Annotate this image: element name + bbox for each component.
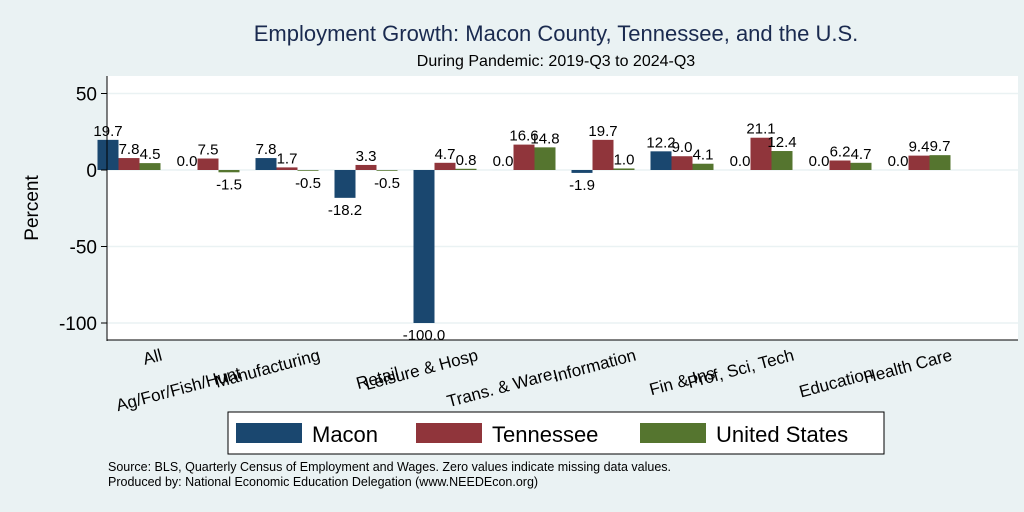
value-label: 3.3	[356, 148, 377, 165]
x-tick-label: Prof, Sci, Tech	[686, 346, 796, 393]
bar-united-states	[613, 168, 635, 170]
y-tick-label: -100	[59, 314, 97, 335]
value-label: 16.6	[509, 128, 538, 145]
value-label: 9.4	[909, 139, 930, 156]
legend-box	[227, 411, 885, 455]
value-label: -1.9	[569, 177, 595, 194]
legend-swatch-united-states	[640, 423, 706, 443]
value-label: 0.0	[493, 153, 514, 170]
value-label: 9.7	[930, 138, 951, 155]
x-tick-label: Manufacturing	[213, 346, 322, 392]
value-label: 4.7	[435, 146, 456, 163]
legend-label: Macon	[312, 422, 378, 447]
value-label: 0.0	[730, 153, 751, 170]
plot-area	[107, 76, 1018, 340]
value-label: 14.8	[530, 130, 559, 147]
legend-swatch-macon	[236, 423, 302, 443]
value-label: 7.5	[198, 142, 219, 159]
value-label: 1.7	[277, 150, 298, 167]
bar-macon	[413, 170, 435, 323]
value-label: -0.5	[374, 175, 400, 192]
value-label: 0.0	[888, 153, 909, 170]
value-label: 0.8	[456, 152, 477, 169]
bar-united-states	[929, 155, 951, 170]
value-label: -18.2	[328, 202, 362, 219]
value-label: 12.4	[767, 134, 796, 151]
chart-title: Employment Growth: Macon County, Tenness…	[254, 21, 859, 46]
y-ticks: 50 0 -50 -100	[59, 85, 107, 335]
bar-macon	[255, 158, 277, 170]
bar-united-states	[218, 170, 240, 173]
value-label: -0.5	[295, 175, 321, 192]
bar-united-states	[455, 168, 477, 170]
producer-note: Produced by: National Economic Education…	[108, 475, 538, 489]
bar-macon	[97, 139, 119, 170]
value-label: 6.2	[830, 144, 851, 161]
bar-tennessee	[355, 164, 377, 170]
bar-united-states	[297, 170, 319, 171]
x-tick-label: All	[141, 346, 164, 369]
bar-united-states	[771, 151, 793, 170]
value-label: 4.1	[693, 147, 714, 164]
bar-united-states	[534, 147, 556, 170]
value-label: 4.5	[140, 146, 161, 163]
bars	[97, 137, 951, 323]
value-label: -1.5	[216, 176, 242, 193]
value-label: 7.8	[256, 141, 277, 158]
bar-macon	[571, 170, 593, 173]
bar-tennessee	[908, 155, 930, 170]
value-label: 0.0	[177, 153, 198, 170]
y-tick-label: 50	[76, 85, 97, 106]
source-note: Source: BLS, Quarterly Census of Employm…	[108, 460, 671, 474]
value-label: 1.0	[614, 151, 635, 168]
x-tick-label: Trans. & Ware.	[445, 364, 559, 412]
value-label: 4.7	[851, 146, 872, 163]
legend: Macon Tennessee United States	[227, 411, 885, 455]
x-tick-label: Health Care	[861, 346, 954, 388]
x-tick-label: Information	[551, 346, 638, 386]
value-label: 19.7	[93, 123, 122, 140]
legend-label: United States	[716, 422, 848, 447]
bar-macon	[334, 170, 356, 198]
bar-united-states	[692, 163, 714, 170]
y-tick-label: -50	[70, 238, 97, 259]
bar-united-states	[850, 162, 872, 170]
bar-united-states	[376, 170, 398, 171]
bar-tennessee	[671, 156, 693, 170]
value-label: -100.0	[403, 327, 446, 344]
value-label: 7.8	[119, 141, 140, 158]
bar-tennessee	[276, 167, 298, 170]
bar-tennessee	[197, 158, 219, 170]
y-axis-label: Percent	[22, 175, 43, 241]
legend-swatch-tennessee	[416, 423, 482, 443]
value-label: 12.2	[646, 134, 675, 151]
bar-united-states	[139, 163, 161, 170]
bar-tennessee	[592, 139, 614, 170]
value-label: 0.0	[809, 153, 830, 170]
value-label: 21.1	[746, 121, 775, 138]
value-label: 19.7	[588, 123, 617, 140]
bar-tennessee	[513, 144, 535, 170]
bar-tennessee	[434, 162, 456, 170]
bar-tennessee	[750, 137, 772, 170]
chart-subtitle: During Pandemic: 2019-Q3 to 2024-Q3	[417, 53, 695, 70]
bar-tennessee	[829, 160, 851, 170]
bar-tennessee	[118, 158, 140, 170]
value-label: 9.0	[672, 139, 693, 156]
bar-macon	[650, 151, 672, 170]
y-tick-label: 0	[86, 161, 97, 182]
value-labels: 19.77.8 4.5 0.07.5-1.57.81.7-0.5-18.23.3-0…	[93, 121, 950, 344]
legend-label: Tennessee	[492, 422, 598, 447]
